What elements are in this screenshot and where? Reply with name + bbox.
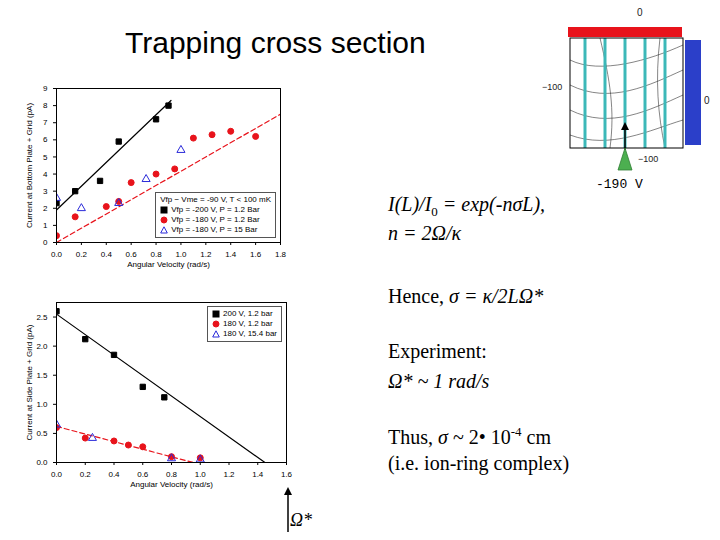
svg-text:Angular Velocity (rad/s): Angular Velocity (rad/s)	[130, 480, 213, 489]
html-text:Trapping cross section: Trapping cross section	[125, 26, 426, 59]
html-text:Experiment:: Experiment:	[388, 340, 487, 362]
html-text:n = 2Ω/κ: n = 2Ω/κ	[388, 222, 462, 244]
svg-text:4: 4	[43, 170, 48, 179]
svg-text:2: 2	[43, 204, 48, 213]
svg-text:5: 5	[43, 153, 48, 162]
svg-text:1.2: 1.2	[200, 250, 212, 259]
html-text:Vfp = -180 V, P = 15 Bar: Vfp = -180 V, P = 15 Bar	[171, 225, 258, 234]
svg-text:0.6: 0.6	[137, 470, 149, 479]
svg-text:0.4: 0.4	[101, 250, 113, 259]
svg-text:−100: −100	[542, 82, 562, 92]
svg-text:0.0: 0.0	[51, 470, 63, 479]
svg-text:1.4: 1.4	[225, 250, 237, 259]
html-text:Vfp = -180 V, P = 1.2 Bar: Vfp = -180 V, P = 1.2 Bar	[171, 215, 260, 224]
svg-text:1.6: 1.6	[250, 250, 262, 259]
svg-text:Current at Side Plate + Grid (: Current at Side Plate + Grid (pA)	[25, 324, 34, 440]
svg-text:0.0: 0.0	[51, 250, 63, 259]
svg-text:0.2: 0.2	[76, 250, 88, 259]
svg-text:1.2: 1.2	[223, 470, 235, 479]
html-text:180 V, 1.2 bar: 180 V, 1.2 bar	[223, 319, 273, 328]
html-text:Vfp − Vme = -90 V, T < 100 mK: Vfp − Vme = -90 V, T < 100 mK	[160, 195, 271, 204]
svg-text:3: 3	[43, 187, 48, 196]
svg-text:0: 0	[637, 7, 643, 18]
html-text:Ω*: Ω*	[290, 510, 312, 530]
svg-text:-190 V: -190 V	[596, 177, 643, 192]
svg-text:−100: −100	[638, 154, 658, 164]
svg-text:Angular Velocity (rad/s): Angular Velocity (rad/s)	[127, 260, 210, 269]
svg-text:0.6: 0.6	[126, 250, 138, 259]
svg-text:1.0: 1.0	[36, 400, 48, 409]
svg-text:8: 8	[43, 101, 48, 110]
svg-text:0.8: 0.8	[150, 250, 162, 259]
svg-text:1.0: 1.0	[175, 250, 187, 259]
html-text:Thus, σ ~ 2• 10-4cm: Thus, σ ~ 2• 10-4cm	[388, 424, 551, 448]
html-text:Hence, σ = κ/2LΩ*: Hence, σ = κ/2LΩ*	[388, 285, 544, 307]
svg-text:0.8: 0.8	[166, 470, 178, 479]
svg-text:0: 0	[43, 238, 48, 247]
svg-text:0.0: 0.0	[36, 458, 48, 467]
html-text:200 V, 1.2 bar: 200 V, 1.2 bar	[223, 309, 273, 318]
html-text:I(L)/I0= exp(-nσL),: I(L)/I0= exp(-nσL),	[388, 193, 545, 219]
svg-text:1.4: 1.4	[252, 470, 264, 479]
svg-text:1.8: 1.8	[275, 250, 287, 259]
svg-text:6: 6	[43, 135, 48, 144]
svg-text:2.0: 2.0	[36, 342, 48, 351]
html-text:180 V, 15.4 bar: 180 V, 15.4 bar	[223, 329, 277, 338]
svg-text:0.5: 0.5	[36, 429, 48, 438]
svg-text:7: 7	[43, 118, 48, 127]
svg-text:1: 1	[43, 221, 48, 230]
svg-text:1.0: 1.0	[195, 470, 207, 479]
html-text:Vfp = -200 V, P = 1.2 Bar: Vfp = -200 V, P = 1.2 Bar	[171, 205, 260, 214]
html-text:Ω* ~ 1 rad/s: Ω* ~ 1 rad/s	[388, 370, 490, 392]
html-text:(i.e. ion-ring complex): (i.e. ion-ring complex)	[388, 452, 570, 474]
svg-text:1.6: 1.6	[281, 470, 293, 479]
svg-text:1.5: 1.5	[36, 371, 48, 380]
svg-text:2.5: 2.5	[36, 313, 48, 322]
svg-text:0.2: 0.2	[80, 470, 92, 479]
svg-text:0.4: 0.4	[108, 470, 120, 479]
svg-text:Current at Bottom Plate + Grid: Current at Bottom Plate + Grid (pA)	[25, 103, 34, 228]
svg-text:0: 0	[704, 95, 710, 106]
svg-text:9: 9	[43, 84, 48, 93]
